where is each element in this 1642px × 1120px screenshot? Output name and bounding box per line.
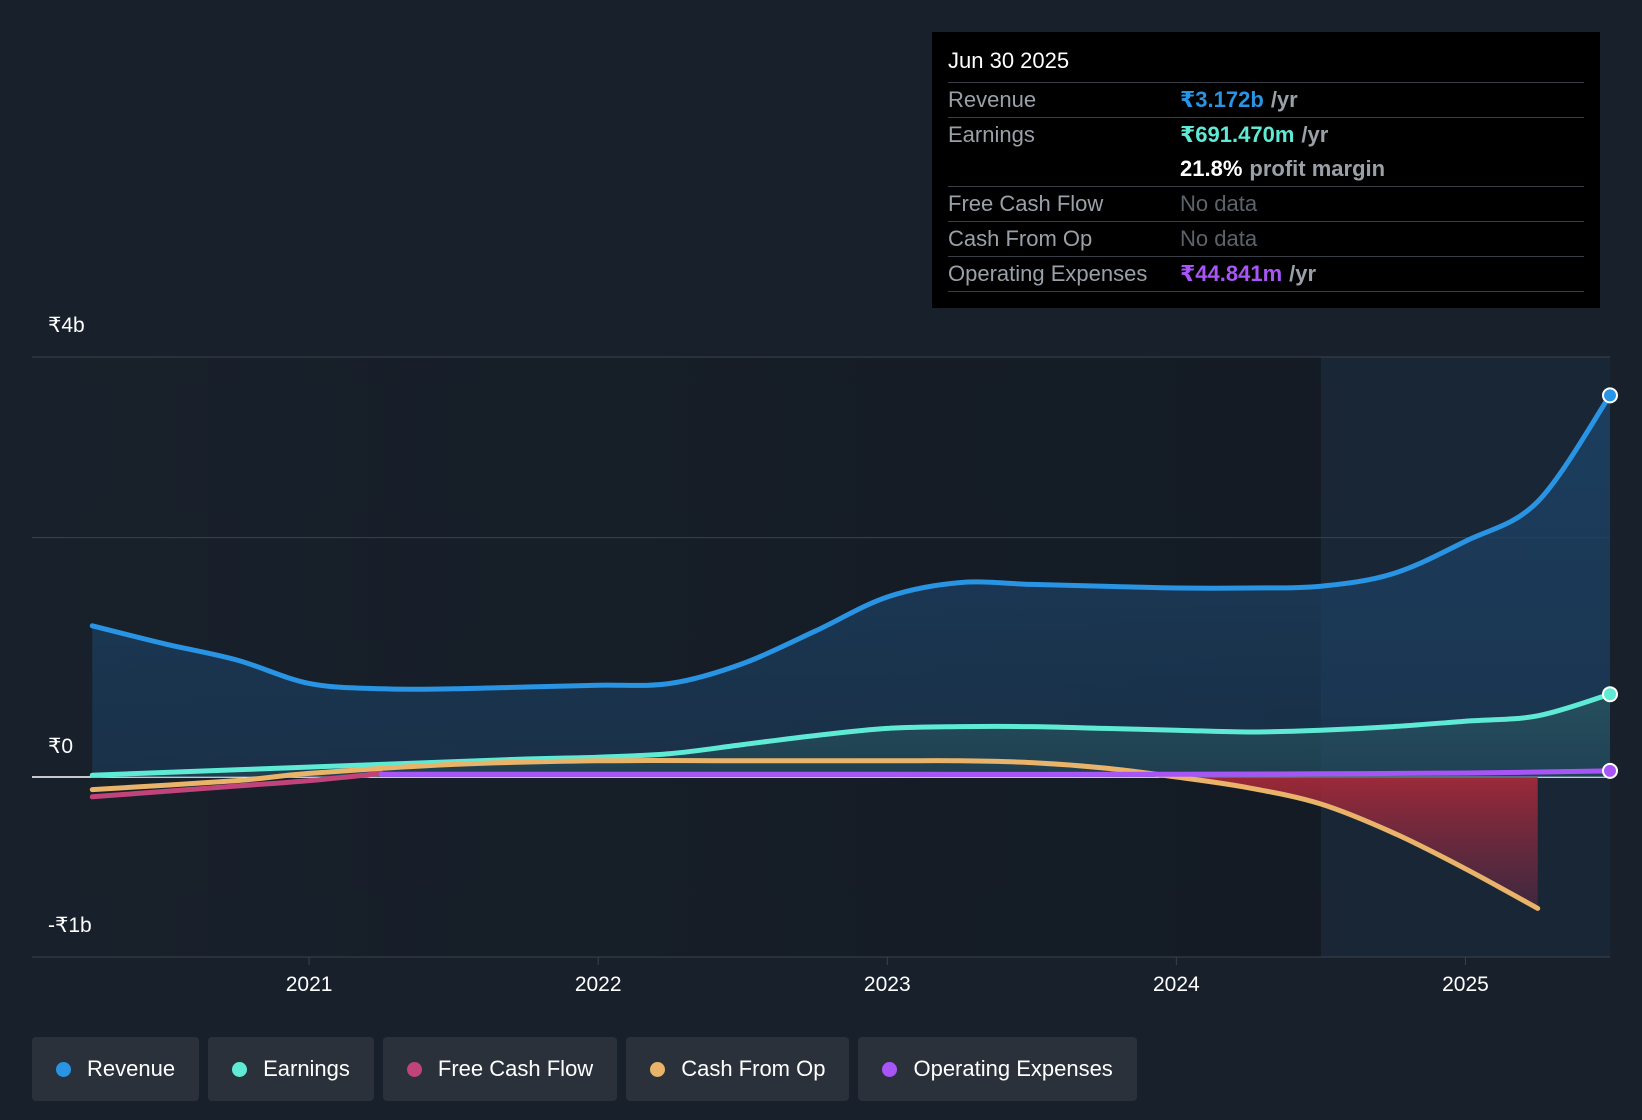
legend-item-operating-expenses[interactable]: Operating Expenses xyxy=(858,1037,1137,1101)
x-tick-label: 2024 xyxy=(1153,973,1200,996)
tooltip-row-label: Free Cash Flow xyxy=(948,191,1104,216)
legend-item-revenue[interactable]: Revenue xyxy=(32,1037,200,1101)
legend-item-free-cash-flow[interactable]: Free Cash Flow xyxy=(382,1037,618,1101)
legend-item-earnings[interactable]: Earnings xyxy=(208,1037,374,1101)
tooltip-row-value: ₹3.172b/yr xyxy=(1180,83,1298,117)
tooltip-row-value: No data xyxy=(1180,187,1257,221)
legend-label: Free Cash Flow xyxy=(437,1056,594,1081)
tooltip-row-label xyxy=(948,152,1180,186)
x-tick-label: 2025 xyxy=(1442,973,1489,996)
tooltip-row: Earnings ₹691.470m/yr xyxy=(948,118,1584,152)
y-tick-label: -₹1b xyxy=(48,914,92,937)
legend-label: Earnings xyxy=(263,1056,350,1081)
earnings-area xyxy=(92,694,1611,777)
earnings-end-marker[interactable] xyxy=(1602,686,1618,703)
tooltip-row-value: ₹691.470m/yr xyxy=(1180,118,1328,152)
legend: Revenue Earnings Free Cash Flow Cash From O… xyxy=(32,1037,1137,1101)
tooltip-value: ₹44.841m xyxy=(1180,261,1283,286)
cash-from-op-line xyxy=(89,758,1541,911)
tooltip-row: Free Cash Flow No data xyxy=(948,187,1584,222)
tooltip-unit: /yr xyxy=(1270,87,1298,112)
tooltip-row-value: 21.8% profit margin xyxy=(1180,152,1385,186)
tooltip-row-label: Revenue xyxy=(948,87,1037,112)
y-tick-label: ₹4b xyxy=(48,314,85,337)
tooltip-row: 21.8% profit margin xyxy=(948,152,1584,187)
tooltip-value: ₹691.470m xyxy=(1180,122,1295,147)
earnings-line xyxy=(89,691,1613,778)
x-tick-label: 2021 xyxy=(286,973,333,996)
tooltip-row: Operating Expenses ₹44.841m/yr xyxy=(948,257,1584,292)
x-tick-label: 2023 xyxy=(864,973,911,996)
tooltip-value: ₹3.172b xyxy=(1180,87,1264,112)
tooltip-value: 21.8% xyxy=(1180,156,1243,181)
tooltip-value: No data xyxy=(1180,191,1258,216)
x-tick-label: 2022 xyxy=(575,973,622,996)
legend-dot-icon xyxy=(56,1061,71,1077)
tooltip-row-label: Operating Expenses xyxy=(948,261,1148,286)
legend-dot-icon xyxy=(232,1061,248,1077)
revenue-line xyxy=(89,392,1613,692)
tooltip-unit: /yr xyxy=(1289,261,1317,286)
cash-from-op-negative-area xyxy=(1176,777,1538,909)
operating-expenses-end-marker[interactable] xyxy=(1602,762,1618,779)
tooltip-row-label: Earnings xyxy=(948,122,1035,147)
tooltip-row-label: Cash From Op xyxy=(948,226,1093,251)
legend-label: Cash From Op xyxy=(681,1056,826,1081)
tooltip-date: Jun 30 2025 xyxy=(948,46,1584,83)
revenue-area xyxy=(92,395,1611,777)
tooltip-row: Cash From Op No data xyxy=(948,222,1584,257)
free-cash-flow-line xyxy=(89,770,384,800)
tooltip-value: No data xyxy=(1180,226,1258,251)
operating-expenses-line xyxy=(378,768,1613,777)
tooltip-row-value: ₹44.841m/yr xyxy=(1180,257,1316,291)
tooltip-unit: /yr xyxy=(1301,122,1329,147)
legend-label: Operating Expenses xyxy=(913,1056,1113,1081)
revenue-end-marker[interactable] xyxy=(1602,387,1618,404)
y-tick-label: ₹0 xyxy=(48,735,73,758)
tooltip-row: Revenue ₹3.172b/yr xyxy=(948,83,1584,118)
tooltip-unit: profit margin xyxy=(1249,156,1386,181)
tooltip: Jun 30 2025 Revenue ₹3.172b/yr Earnings ₹69… xyxy=(932,32,1600,308)
legend-item-cash-from-op[interactable]: Cash From Op xyxy=(626,1037,850,1101)
legend-dot-icon xyxy=(406,1061,422,1077)
legend-dot-icon xyxy=(650,1061,666,1077)
legend-label: Revenue xyxy=(87,1056,176,1081)
tooltip-row-value: No data xyxy=(1180,222,1257,256)
legend-dot-icon xyxy=(882,1061,898,1077)
